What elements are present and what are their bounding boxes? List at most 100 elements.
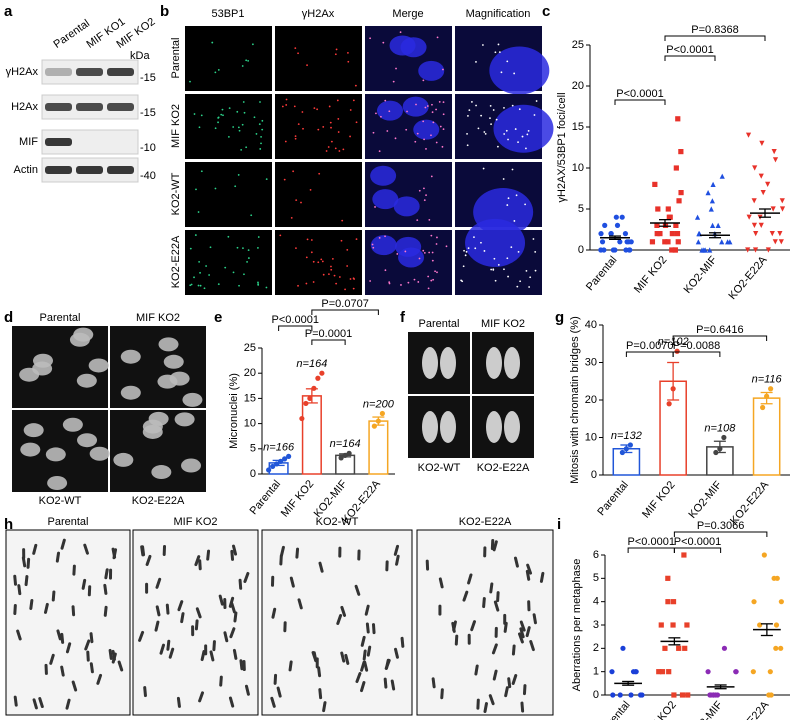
focus [255, 133, 258, 135]
y-axis-label: Mitosis with chromatin bridges (%) [569, 316, 581, 484]
x-tick-label: MIF KO2 [640, 479, 677, 520]
data-point [765, 181, 771, 187]
focus [502, 178, 505, 180]
data-point [675, 239, 681, 245]
cell [76, 373, 97, 388]
chromosome [176, 696, 181, 708]
image-label: KO2-E22A [477, 462, 530, 474]
chromosome [295, 547, 300, 559]
data-point [745, 247, 751, 253]
focus [507, 138, 509, 141]
focus [490, 268, 493, 271]
chromosome [32, 698, 38, 710]
focus [514, 128, 517, 130]
focus [224, 266, 227, 269]
focus [513, 72, 516, 75]
focus [494, 279, 497, 282]
focus [442, 113, 445, 116]
data-point [670, 622, 676, 628]
focus [483, 131, 486, 133]
focus [415, 103, 417, 106]
focus [279, 234, 282, 237]
cell [174, 412, 195, 427]
focus [423, 138, 425, 141]
y-tick-label: 10 [572, 162, 584, 174]
data-point [371, 423, 377, 429]
chromosome [89, 632, 94, 644]
focus [480, 241, 482, 244]
n-label: n=200 [363, 398, 395, 410]
focus [382, 41, 385, 44]
data-point [665, 599, 671, 605]
data-point [705, 190, 711, 196]
panel-letter: i [557, 516, 561, 533]
image-label: MIF KO2 [173, 516, 217, 528]
data-point [598, 231, 604, 237]
focus [241, 123, 244, 126]
chromosome [155, 605, 161, 617]
kda-marker: -40 [140, 170, 156, 182]
focus [347, 60, 350, 63]
chromosome [340, 605, 347, 617]
data-point [266, 467, 272, 473]
data-point [733, 669, 739, 675]
focus [533, 114, 536, 116]
cell [20, 442, 41, 457]
focus [260, 135, 262, 138]
micrograph [275, 94, 362, 159]
chromosome [49, 653, 55, 665]
chromosome [168, 647, 175, 659]
focus [336, 99, 339, 102]
focus [464, 254, 467, 257]
comparison-bracket [614, 99, 666, 105]
focus [400, 284, 402, 286]
data-point [719, 173, 725, 179]
focus [232, 271, 235, 274]
nucleus [402, 96, 429, 117]
data-point [599, 239, 606, 245]
chromosome [24, 575, 29, 587]
y-tick-label: 0 [578, 244, 584, 256]
focus [284, 140, 287, 143]
focus [258, 123, 261, 126]
focus [474, 247, 477, 250]
focus [473, 236, 475, 239]
chromosome [336, 614, 343, 626]
chromosome [65, 642, 72, 654]
data-point [699, 247, 705, 253]
focus [338, 150, 341, 152]
chromosome [491, 643, 498, 655]
data-point [759, 140, 765, 146]
focus [427, 287, 430, 290]
chromosome [111, 652, 117, 664]
focus [386, 130, 389, 132]
focus [261, 119, 264, 122]
n-label: n=116 [752, 374, 783, 386]
comparison-bracket [672, 351, 721, 357]
data-point [637, 692, 644, 698]
data-point [613, 214, 619, 220]
cell [23, 423, 44, 438]
focus [245, 59, 248, 62]
focus [197, 284, 200, 287]
p-value: P=0.0070 [626, 340, 673, 352]
chromosome [81, 578, 87, 590]
data-point [657, 231, 663, 237]
focus [511, 168, 514, 171]
data-point [777, 231, 783, 237]
focus [475, 61, 477, 63]
data-point [676, 645, 682, 651]
focus [475, 104, 477, 107]
chromosome [55, 551, 60, 563]
focus [435, 108, 437, 111]
focus [297, 284, 299, 287]
chromosome [492, 669, 498, 681]
micrograph [365, 26, 452, 91]
comparison-bracket [627, 547, 675, 553]
focus [346, 248, 349, 251]
focus [482, 167, 485, 170]
chromosome [194, 555, 201, 567]
focus [327, 146, 330, 148]
column-header: 53BP1 [211, 8, 244, 20]
data-point [714, 692, 721, 698]
